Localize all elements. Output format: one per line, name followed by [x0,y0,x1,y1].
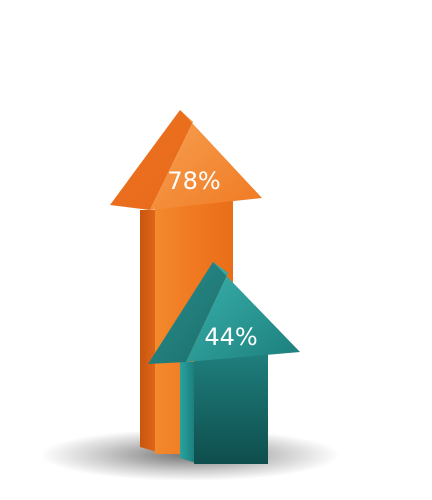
arrow-78-shaft-side [140,210,157,452]
arrow-44-head-left [148,262,228,364]
arrow-78-head-left [110,110,193,210]
arrow-44-head-right [186,262,300,362]
arrow-44-shaft-side [180,362,196,463]
arrow-44: 44% [148,262,300,464]
arrow-44-shaft [194,352,268,464]
arrow-78-head-right [150,110,262,210]
arrow-78-label: 78% [167,167,220,195]
arrow-44-label: 44% [204,323,257,351]
